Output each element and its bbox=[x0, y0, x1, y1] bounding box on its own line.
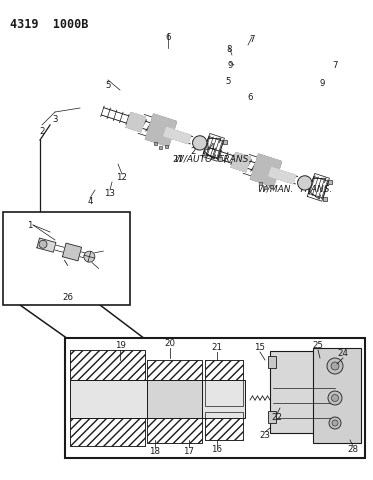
Bar bbox=[70, 418, 145, 446]
Bar bbox=[147, 360, 202, 403]
Polygon shape bbox=[37, 238, 56, 252]
Circle shape bbox=[329, 417, 341, 429]
Text: 5: 5 bbox=[225, 77, 231, 86]
Bar bbox=[70, 350, 145, 380]
Bar bbox=[268, 356, 276, 368]
Bar bbox=[259, 182, 262, 185]
Bar bbox=[268, 411, 276, 423]
Circle shape bbox=[332, 395, 339, 401]
Bar bbox=[147, 360, 202, 403]
Bar bbox=[264, 186, 267, 189]
Text: 6: 6 bbox=[165, 33, 171, 41]
Bar bbox=[70, 350, 145, 380]
Bar bbox=[205, 360, 243, 406]
Text: 19: 19 bbox=[115, 341, 125, 350]
Polygon shape bbox=[231, 153, 251, 172]
Text: 21: 21 bbox=[211, 344, 223, 352]
Bar bbox=[205, 412, 243, 440]
Text: 16: 16 bbox=[211, 445, 223, 455]
Text: 22: 22 bbox=[272, 413, 282, 422]
Bar bbox=[223, 140, 228, 144]
Text: 7: 7 bbox=[332, 60, 338, 70]
Circle shape bbox=[331, 362, 339, 370]
Text: 27: 27 bbox=[172, 156, 184, 165]
Text: 3: 3 bbox=[52, 116, 58, 124]
Bar bbox=[205, 360, 243, 406]
Text: 18: 18 bbox=[150, 446, 160, 456]
Bar bbox=[147, 411, 202, 443]
Bar bbox=[154, 142, 157, 145]
Text: 23: 23 bbox=[260, 432, 270, 441]
Bar bbox=[270, 185, 273, 189]
Text: 6: 6 bbox=[247, 94, 253, 103]
Circle shape bbox=[84, 251, 95, 262]
Text: 1: 1 bbox=[27, 220, 33, 229]
Text: 9: 9 bbox=[319, 80, 325, 88]
Polygon shape bbox=[164, 128, 191, 144]
Polygon shape bbox=[250, 154, 282, 187]
Polygon shape bbox=[131, 114, 141, 131]
Bar bbox=[65, 338, 365, 458]
Bar bbox=[205, 412, 243, 440]
Bar bbox=[3, 212, 130, 305]
Text: 25: 25 bbox=[313, 341, 323, 350]
Text: 12: 12 bbox=[116, 172, 128, 181]
Polygon shape bbox=[126, 112, 145, 132]
Bar bbox=[70, 418, 145, 446]
Text: 4319  1000B: 4319 1000B bbox=[10, 18, 88, 31]
Circle shape bbox=[328, 391, 342, 405]
Bar bbox=[313, 348, 361, 443]
Text: 2: 2 bbox=[39, 128, 45, 136]
Text: 14: 14 bbox=[204, 144, 216, 153]
Bar bbox=[270, 351, 338, 433]
Bar bbox=[70, 380, 245, 418]
Bar bbox=[147, 380, 202, 418]
Bar bbox=[323, 197, 327, 201]
Text: 13: 13 bbox=[104, 189, 116, 197]
Bar bbox=[164, 145, 167, 148]
Bar bbox=[218, 157, 222, 161]
Bar bbox=[159, 146, 162, 149]
Circle shape bbox=[298, 176, 312, 190]
Text: W/AUTO  TRANS.: W/AUTO TRANS. bbox=[175, 155, 251, 164]
Text: 28: 28 bbox=[348, 445, 358, 455]
Text: 8: 8 bbox=[226, 46, 232, 55]
Polygon shape bbox=[235, 154, 247, 170]
Text: 4: 4 bbox=[87, 197, 93, 206]
Text: 24: 24 bbox=[338, 349, 348, 359]
Text: 9: 9 bbox=[227, 60, 233, 70]
Circle shape bbox=[192, 136, 207, 150]
Circle shape bbox=[39, 240, 47, 248]
Text: 20: 20 bbox=[164, 339, 176, 348]
Polygon shape bbox=[62, 243, 82, 261]
Bar bbox=[329, 180, 332, 184]
Text: 3: 3 bbox=[200, 140, 206, 148]
Polygon shape bbox=[269, 168, 296, 184]
Circle shape bbox=[327, 358, 343, 374]
Polygon shape bbox=[145, 114, 177, 146]
Text: 7: 7 bbox=[249, 36, 255, 45]
Text: 26: 26 bbox=[63, 292, 73, 301]
Text: 2: 2 bbox=[190, 147, 196, 156]
Text: 5: 5 bbox=[105, 81, 111, 89]
Text: 15: 15 bbox=[254, 344, 266, 352]
Bar bbox=[147, 411, 202, 443]
Circle shape bbox=[332, 420, 338, 426]
Text: 17: 17 bbox=[184, 446, 194, 456]
Text: W/MAN.  TRANS.: W/MAN. TRANS. bbox=[258, 185, 332, 194]
